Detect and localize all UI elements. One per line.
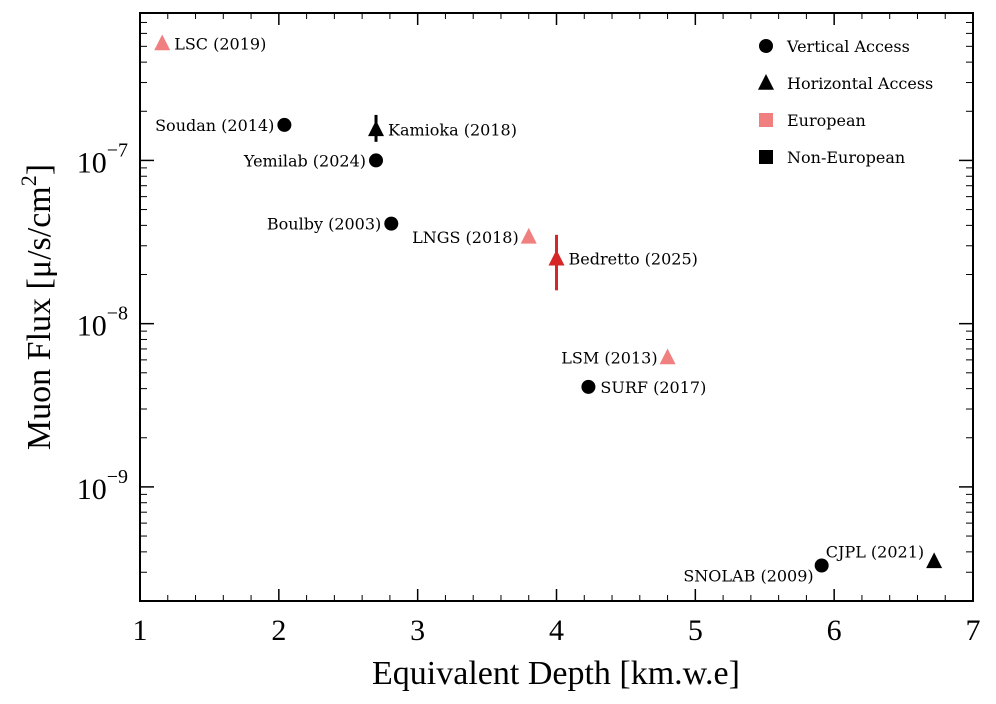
legend-label: Horizontal Access xyxy=(787,74,933,93)
point-label: LSM (2013) xyxy=(561,349,657,368)
point-bedretto-2025: Bedretto (2025) xyxy=(548,234,698,291)
triangle-marker xyxy=(659,348,676,365)
legend: Vertical Access Horizontal Access European… xyxy=(758,37,933,167)
triangle-marker xyxy=(520,227,537,244)
point-label: Soudan (2014) xyxy=(155,116,274,135)
x-tick-label: 2 xyxy=(271,614,286,647)
y-axis-label: Muon Flux [μ/s/cm2] xyxy=(16,164,58,450)
point-label: SNOLAB (2009) xyxy=(683,566,813,585)
triangle-marker xyxy=(368,120,385,137)
point-label: CJPL (2021) xyxy=(826,542,924,561)
y-tick-labels: 10−910−810−7 xyxy=(77,139,128,505)
point-boulby-2003: Boulby (2003) xyxy=(267,215,399,234)
point-label: Yemilab (2024) xyxy=(243,151,366,170)
y-axis-label-sup: 2 xyxy=(16,175,41,186)
x-axis-label: Equivalent Depth [km.w.e] xyxy=(372,655,740,692)
y-tick-base: 10 xyxy=(77,473,107,506)
triangle-marker xyxy=(926,552,943,569)
plot-frame xyxy=(139,12,974,602)
x-tick-label: 4 xyxy=(549,614,564,647)
legend-label: Vertical Access xyxy=(786,37,910,56)
legend-triangle-icon xyxy=(758,74,774,90)
y-tick-label: 10−7 xyxy=(77,139,128,179)
x-tick-label: 7 xyxy=(966,614,981,647)
point-label: LNGS (2018) xyxy=(412,228,519,247)
circle-marker xyxy=(369,153,384,168)
legend-circle-icon xyxy=(759,39,773,53)
point-label: Boulby (2003) xyxy=(267,215,381,234)
y-axis-label-main: Muon Flux [μ/s/cm xyxy=(21,186,58,450)
legend-label: Non-European xyxy=(787,148,905,167)
point-label: LSC (2019) xyxy=(174,35,266,54)
legend-entry-vertical-access: Vertical Access xyxy=(759,37,910,56)
point-lsm-2013: LSM (2013) xyxy=(561,348,676,368)
data-points: LSC (2019) Soudan (2014) Kamioka (2018) Yem… xyxy=(154,34,943,585)
triangle-marker xyxy=(548,249,565,266)
x-tick-label: 3 xyxy=(410,614,425,647)
legend-square-icon xyxy=(759,113,773,127)
point-kamioka-2018: Kamioka (2018) xyxy=(368,114,517,142)
point-lsc-2019: LSC (2019) xyxy=(154,34,266,54)
circle-marker xyxy=(581,379,596,394)
y-axis-label-end: ] xyxy=(21,164,58,175)
x-tick-label: 1 xyxy=(133,614,148,647)
y-tick-exponent: −9 xyxy=(107,466,128,488)
point-lngs-2018: LNGS (2018) xyxy=(412,227,537,247)
point-label: Bedretto (2025) xyxy=(569,250,698,269)
legend-entry-european: European xyxy=(759,111,866,130)
point-soudan-2014: Soudan (2014) xyxy=(155,116,292,135)
point-label: Kamioka (2018) xyxy=(388,120,517,139)
point-yemilab-2024: Yemilab (2024) xyxy=(243,151,384,170)
tick-marks xyxy=(139,12,974,602)
circle-marker xyxy=(384,216,399,231)
y-tick-label: 10−8 xyxy=(77,303,128,343)
legend-entry-horizontal-access: Horizontal Access xyxy=(758,74,933,93)
x-tick-labels: 1 2 3 4 5 6 7 xyxy=(133,614,981,647)
x-tick-label: 5 xyxy=(688,614,703,647)
point-snolab-2009: SNOLAB (2009) xyxy=(683,558,829,585)
circle-marker xyxy=(277,117,292,132)
y-tick-exponent: −8 xyxy=(107,303,128,325)
y-tick-base: 10 xyxy=(77,310,107,343)
point-cjpl-2021: CJPL (2021) xyxy=(826,542,943,569)
x-tick-label: 6 xyxy=(827,614,842,647)
circle-marker xyxy=(814,558,829,573)
point-label: SURF (2017) xyxy=(600,378,706,397)
legend-label: European xyxy=(787,111,866,130)
y-tick-base: 10 xyxy=(77,146,107,179)
point-surf-2017: SURF (2017) xyxy=(581,378,706,397)
y-tick-exponent: −7 xyxy=(107,139,128,161)
y-tick-label: 10−9 xyxy=(77,466,128,506)
legend-entry-non-european: Non-European xyxy=(759,148,905,167)
legend-square-icon xyxy=(759,150,773,164)
triangle-marker xyxy=(154,34,171,51)
